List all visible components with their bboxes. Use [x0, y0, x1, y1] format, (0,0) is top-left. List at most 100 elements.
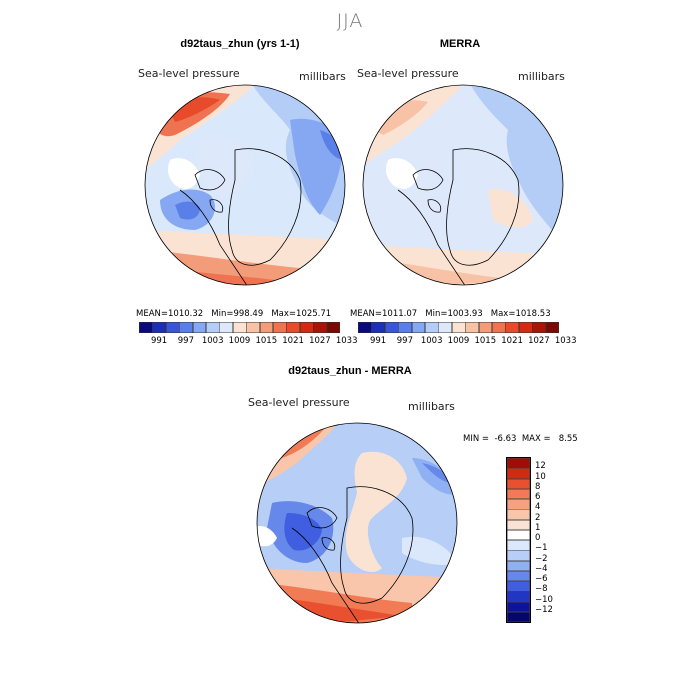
obs-colorbar-tick-label: 1003: [420, 336, 443, 346]
diff-max: 8.55: [558, 434, 578, 444]
obs-colorbar-swatch: [398, 322, 413, 333]
obs-min: 1003.93: [447, 309, 483, 319]
obs-colorbar-swatch: [518, 322, 533, 333]
diff-colorbar: [506, 457, 531, 623]
diff-colorbar-tick-label: 12: [535, 461, 546, 472]
diff-stats: MIN = -6.63 MAX = 8.55: [463, 434, 578, 444]
obs-colorbar-swatch: [465, 322, 480, 333]
model-colorbar-swatch: [152, 322, 167, 333]
obs-map-border: [362, 84, 564, 286]
diff-colorbar-swatch: [507, 540, 530, 551]
model-colorbar-tick-label: 1015: [255, 336, 278, 346]
obs-panel-title: MERRA: [439, 38, 481, 50]
diff-colorbar-swatch: [507, 488, 530, 500]
diff-map: [256, 422, 458, 624]
model-colorbar-swatch: [232, 322, 247, 333]
diff-colorbar-swatch: [507, 611, 530, 623]
model-mean: 1010.32: [168, 309, 204, 319]
diff-neg-west-core: [284, 513, 322, 551]
obs-max: 1018.53: [515, 309, 551, 319]
model-colorbar-swatch: [286, 322, 301, 333]
model-map-border: [144, 84, 346, 286]
obs-colorbar-tick-label: 1033: [554, 336, 577, 346]
diff-coast-america: [291, 527, 363, 623]
diff-colorbar-swatch: [507, 570, 530, 582]
obs-colorbar-tick-label: 991: [369, 336, 387, 346]
model-mean-label: MEAN=: [136, 309, 168, 319]
model-colorbar-tick-label: 991: [150, 336, 168, 346]
diff-colorbar-tick-label: −1: [535, 543, 548, 554]
model-colorbar-tick-label: 1021: [282, 336, 304, 346]
diff-colorbar-swatch: [507, 458, 530, 469]
obs-map: [362, 84, 564, 286]
obs-coast-eurasia: [446, 148, 520, 266]
model-coast-eurasia: [228, 148, 302, 266]
model-colorbar: [139, 322, 341, 333]
diff-colorbar-swatch: [507, 601, 530, 613]
model-colorbar-swatch: [165, 322, 180, 333]
diff-pos-center: [345, 451, 407, 573]
obs-greenland-land: [385, 158, 418, 189]
obs-colorbar-swatch: [532, 322, 547, 333]
diff-colorbar-swatch: [507, 499, 530, 510]
diff-colorbar-tick-label: 8: [535, 481, 541, 492]
model-colorbar-swatch: [299, 322, 314, 333]
diff-coast-eurasia: [340, 486, 414, 604]
diff-colorbar-swatch: [507, 591, 530, 602]
obs-arctic-center: [447, 158, 494, 210]
model-colorbar-swatch: [179, 322, 194, 333]
model-coast-america: [179, 189, 251, 285]
diff-colorbar-tick-label: −8: [535, 584, 548, 595]
obs-units-label: millibars: [518, 70, 565, 83]
obs-colorbar: [358, 322, 560, 333]
model-colorbar-tick-label: 1033: [335, 336, 358, 346]
model-arctic-center: [198, 138, 251, 198]
diff-colorbar-tick-label: −12: [535, 604, 553, 615]
diff-units-label: millibars: [408, 400, 455, 413]
diff-colorbar-tick-label: 10: [535, 471, 546, 482]
model-panel-title: d92taus_zhun (yrs 1-1): [180, 38, 300, 50]
model-variable-label: Sea-level pressure: [138, 67, 240, 80]
model-map: [144, 84, 346, 286]
diff-colorbar-swatch: [507, 509, 530, 520]
obs-colorbar-swatch: [451, 322, 466, 333]
model-greenland-land: [167, 158, 200, 189]
diff-colorbar-tick-label: 6: [535, 492, 541, 502]
obs-colorbar-swatch: [384, 322, 399, 333]
model-colorbar-swatch: [139, 322, 153, 333]
diff-neg-east-lower: [402, 536, 457, 565]
obs-colorbar-swatch: [492, 322, 506, 333]
obs-colorbar-swatch: [505, 322, 520, 333]
model-min: 998.49: [233, 309, 264, 319]
obs-coast-islands: [412, 169, 444, 213]
diff-colorbar-tick-label: 1: [535, 522, 541, 533]
model-colorbar-swatch: [192, 322, 207, 333]
model-coast-islands: [194, 169, 226, 213]
obs-colorbar-tick-label: 1021: [501, 336, 523, 346]
obs-colorbar-tick-label: 1009: [447, 336, 470, 346]
obs-colorbar-ticks: 991 997 1003 1009 1015 1021 1027 1033: [358, 336, 577, 348]
obs-colorbar-swatch: [371, 322, 386, 333]
diff-min: -6.63: [494, 434, 517, 444]
diff-max-label: MAX =: [521, 434, 551, 444]
obs-colorbar-swatch: [358, 322, 372, 333]
diff-neg-east-core: [422, 463, 452, 483]
diff-colorbar-swatch: [507, 468, 530, 479]
obs-variable-label: Sea-level pressure: [357, 67, 459, 80]
diff-colorbar-swatch: [507, 519, 530, 531]
obs-colorbar-swatch: [438, 322, 453, 333]
diff-map-border: [256, 422, 458, 624]
diff-colorbar-tick-label: −10: [535, 594, 553, 605]
obs-colorbar-swatch: [411, 322, 426, 333]
diff-colorbar-ticks: 12 10 8 6 4 2 1 0 −1 −2 −4 −6 −8 −10 −12: [535, 457, 575, 621]
model-max: 1025.71: [296, 309, 332, 319]
model-colorbar-swatch: [313, 322, 328, 333]
model-colorbar-swatch: [273, 322, 287, 333]
diff-colorbar-tick-label: 4: [535, 502, 541, 513]
obs-colorbar-tick-label: 1015: [474, 336, 497, 346]
diff-colorbar-swatch: [507, 581, 530, 592]
diff-neg-east: [412, 458, 457, 495]
obs-high-east-patch: [488, 189, 533, 228]
model-stats: MEAN=1010.32 Min=998.49 Max=1025.71: [136, 309, 331, 319]
obs-mean: 1011.07: [382, 309, 418, 319]
